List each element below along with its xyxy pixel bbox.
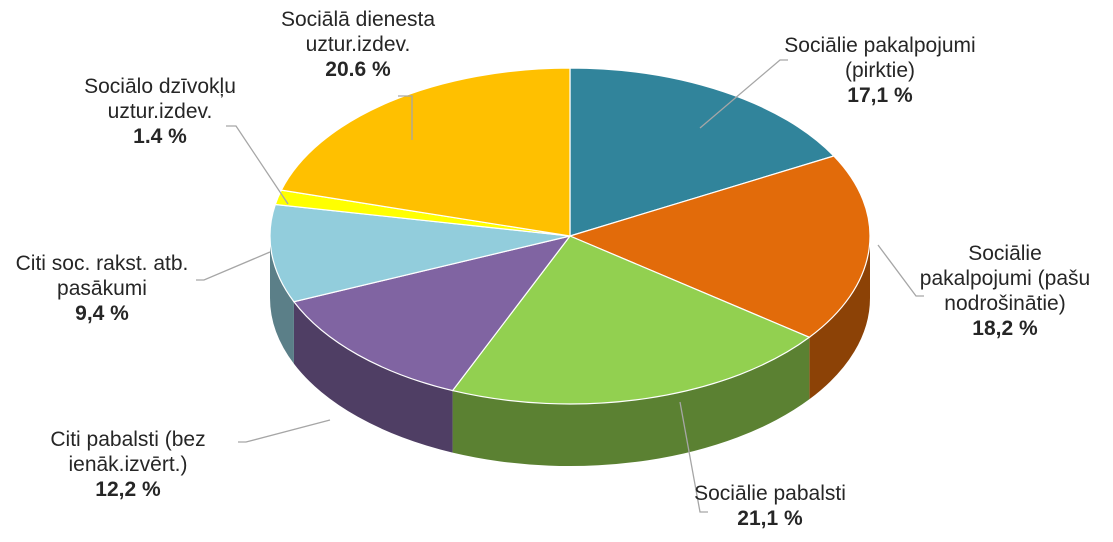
leader-line-2 (679, 401, 708, 513)
slice-name-line: Sociālo dzīvokļu (84, 75, 236, 98)
leader-line-6 (398, 95, 413, 140)
slice-name-line: Sociālie pabalsti (694, 482, 846, 505)
slice-name-line: Sociālie pakalpojumi (784, 34, 975, 57)
pie-side-1 (809, 236, 870, 400)
leader-lines (196, 59, 924, 513)
pie-slice-6 (280, 67, 571, 237)
slice-name-line: uztur.izdev. (306, 33, 411, 56)
slice-labels: Sociālie pakalpojumi(pirktie)17,1 %Sociā… (16, 8, 1091, 530)
slice-value-label: 12,2 % (95, 478, 161, 501)
slice-value-label: 9,4 % (75, 302, 129, 325)
slice-label-0: Sociālie pakalpojumi(pirktie)17,1 % (784, 34, 975, 107)
leader-line-5 (226, 125, 289, 205)
pie-side-4 (270, 236, 294, 364)
slice-name-line: nodrošinātie) (944, 292, 1065, 315)
slice-value-label: 21,1 % (737, 507, 803, 530)
pie-slice-1 (568, 155, 871, 338)
pie-tops (269, 67, 871, 405)
slice-value-label: 1.4 % (133, 125, 187, 148)
leader-line-3 (238, 419, 331, 443)
leader-line-0 (699, 59, 788, 129)
slice-value-label: 17,1 % (847, 84, 913, 107)
pie-slice-2 (451, 235, 811, 405)
pie-side-2 (452, 337, 810, 466)
slice-value-label: 18,2 % (972, 317, 1038, 340)
pie-slice-4 (269, 203, 571, 303)
leader-line-1 (877, 244, 924, 297)
slice-name-line: ienāk.izvērt.) (68, 453, 187, 476)
slice-value-label: 20.6 % (325, 58, 391, 81)
slice-name-line: uztur.izdev. (108, 100, 213, 123)
slice-name-line: Citi soc. rakst. atb. (16, 252, 189, 275)
pie-slice-3 (292, 235, 572, 392)
slice-name-line: Sociālā dienesta (281, 8, 435, 31)
leader-line-4 (196, 251, 271, 281)
slice-name-line: Sociālie (968, 242, 1042, 265)
slice-name-line: pakalpojumi (pašu (920, 267, 1090, 290)
slice-name-line: (pirktie) (845, 59, 915, 82)
slice-name-line: Citi pabalsti (bez (50, 428, 205, 451)
slice-name-line: pasākumi (57, 277, 147, 300)
pie-slice-0 (569, 67, 835, 237)
